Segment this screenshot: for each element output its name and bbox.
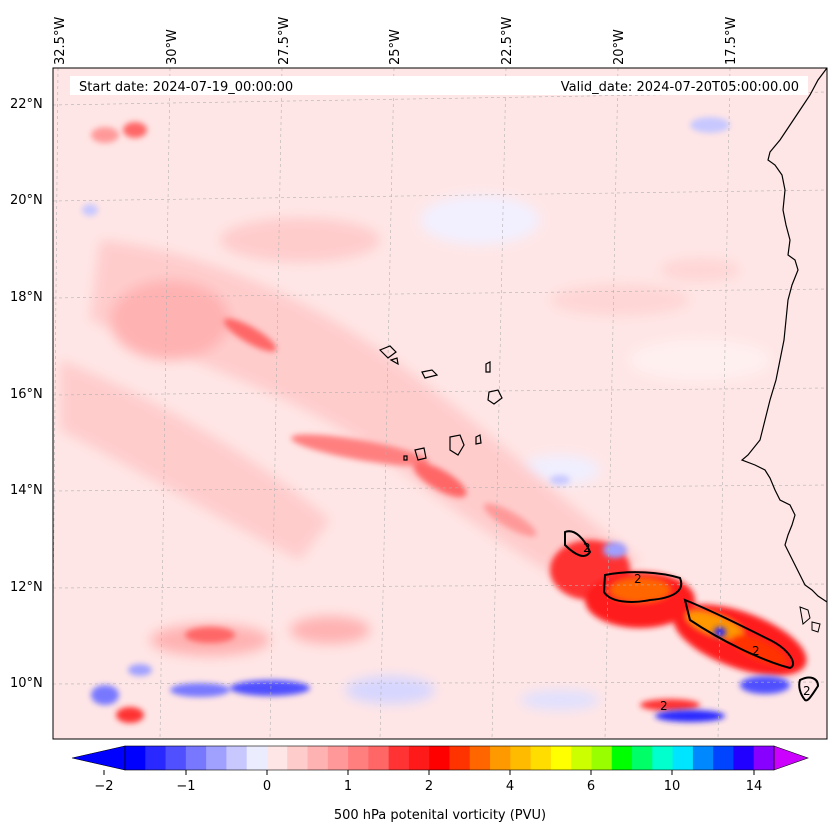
colorbar-swatch (530, 746, 552, 770)
colorbar-swatch (327, 746, 349, 770)
bissagos-islands (799, 606, 821, 633)
colorbar-tick-label: 1 (343, 779, 353, 794)
map-frame (52, 67, 828, 740)
colorbar-swatch (692, 746, 714, 770)
colorbar-swatch (652, 746, 674, 770)
pv-strong-band (91, 122, 807, 723)
colorbar-swatch (226, 746, 248, 770)
colorbar-tick-label: 14 (745, 779, 763, 794)
colorbar-swatch (246, 746, 268, 770)
header-strip (70, 76, 808, 95)
colorbar-tick-label: 2 (424, 779, 434, 794)
lat-label: 14°N (10, 483, 43, 498)
colorbar-tick-marks (103, 770, 755, 775)
lat-label: 10°N (10, 676, 43, 691)
colorbar-title: 500 hPa potenital vorticity (PVU) (333, 808, 547, 823)
colorbar-swatch (165, 746, 187, 770)
colorbar-swatch (510, 746, 532, 770)
lon-label: 17.5°W (724, 16, 739, 65)
colorbar-swatches (125, 746, 775, 770)
valid-date-label: Valid_date: 2024-07-20T05:00:00.00 (561, 80, 799, 95)
colorbar-swatch (469, 746, 491, 770)
colorbar-extend-low (71, 745, 126, 771)
lat-label: 12°N (10, 580, 43, 595)
africa-coastline (740, 68, 827, 603)
pv-contour-labels: 2 2 2 2 2 (583, 541, 811, 713)
contour-label: 2 (803, 684, 811, 698)
lat-label: 16°N (10, 387, 43, 402)
colorbar-swatch (490, 746, 511, 770)
colorbar-swatch (713, 746, 734, 770)
colorbar-swatch (408, 746, 430, 770)
colorbar-swatch (125, 746, 146, 770)
lon-label: 22.5°W (500, 16, 515, 65)
colorbar-swatch (348, 746, 369, 770)
colorbar-swatch (145, 746, 167, 770)
colorbar-frame (124, 745, 775, 771)
lon-label: 30°W (165, 29, 180, 65)
colorbar-swatch (632, 746, 653, 770)
colorbar-swatch (733, 746, 755, 770)
colorbar-tick-label: 0 (262, 779, 272, 794)
lon-label: 20°W (612, 29, 627, 65)
colorbar-swatch (449, 746, 471, 770)
pv-2-contours (564, 530, 820, 702)
colorbar (71, 745, 809, 775)
contour-label: 2 (660, 699, 668, 713)
cape-verde-islands (378, 345, 503, 461)
lon-label: 25°W (388, 29, 403, 65)
lat-label: 22°N (10, 97, 43, 112)
contour-label: 2 (583, 541, 591, 555)
colorbar-swatch (266, 746, 288, 770)
colorbar-tick-label: −2 (94, 779, 114, 794)
pv-negative-patches (82, 117, 790, 722)
colorbar-tick-label: 10 (663, 779, 681, 794)
colorbar-swatch (287, 746, 309, 770)
colorbar-extend-high (773, 745, 809, 771)
colorbar-swatch (672, 746, 694, 770)
lat-label: 20°N (10, 193, 43, 208)
contour-label: 2 (752, 644, 760, 658)
lon-label: 32.5°W (53, 16, 68, 65)
contour-label: 2 (634, 572, 642, 586)
lon-label: 27.5°W (277, 16, 292, 65)
colorbar-tick-label: 4 (505, 779, 515, 794)
colorbar-swatch (185, 746, 207, 770)
colorbar-swatch (591, 746, 613, 770)
colorbar-swatch (611, 746, 633, 770)
start-date-label: Start date: 2024-07-19_00:00:00 (79, 80, 293, 95)
colorbar-tick-label: 6 (586, 779, 596, 794)
colorbar-swatch (550, 746, 572, 770)
colorbar-swatch (206, 746, 227, 770)
colorbar-swatch (753, 746, 775, 770)
colorbar-swatch (368, 746, 390, 770)
colorbar-swatch (571, 746, 592, 770)
lat-label: 18°N (10, 290, 43, 305)
colorbar-tick-label: −1 (176, 779, 196, 794)
map-area: 2 2 2 2 2 (53, 68, 827, 739)
colorbar-swatch (307, 746, 329, 770)
graticule (53, 68, 827, 739)
colorbar-swatch (429, 746, 450, 770)
colorbar-swatch (388, 746, 410, 770)
